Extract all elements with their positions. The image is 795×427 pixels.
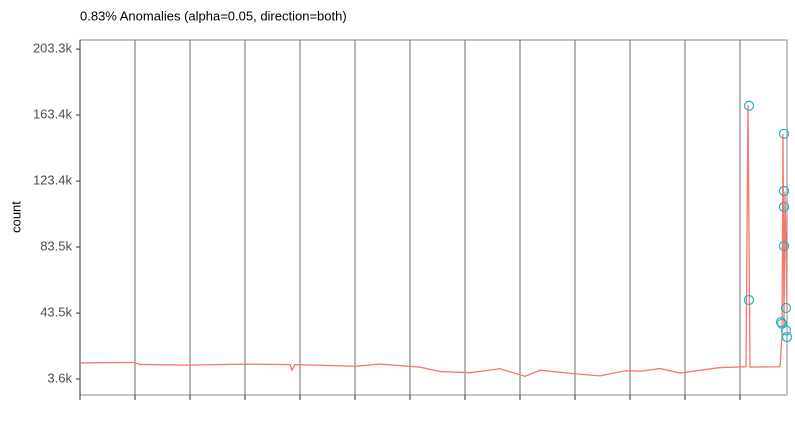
- y-tick-label: 3.6k: [47, 370, 72, 385]
- y-tick-label: 83.5k: [40, 238, 72, 253]
- chart-title: 0.83% Anomalies (alpha=0.05, direction=b…: [80, 8, 347, 23]
- anomaly-point: [743, 100, 755, 111]
- anomaly-point: [743, 294, 755, 306]
- line: [79, 104, 788, 378]
- y-axis-label: count: [8, 201, 23, 233]
- anomaly-point: [778, 185, 790, 197]
- y-tick-label: 203.3k: [33, 41, 73, 56]
- y-tick-label: 123.4k: [33, 173, 73, 188]
- anomaly-point: [775, 317, 787, 328]
- anomaly-point: [778, 128, 790, 139]
- y-tick-label: 163.4k: [33, 106, 73, 121]
- anomaly-point: [778, 201, 790, 213]
- panel: [79, 39, 788, 396]
- anomaly-point: [780, 302, 792, 314]
- anomaly-point: [781, 331, 793, 343]
- anomaly-point: [778, 240, 790, 252]
- y-tick-label: 43.5k: [40, 305, 72, 320]
- anomaly-point: [780, 325, 792, 336]
